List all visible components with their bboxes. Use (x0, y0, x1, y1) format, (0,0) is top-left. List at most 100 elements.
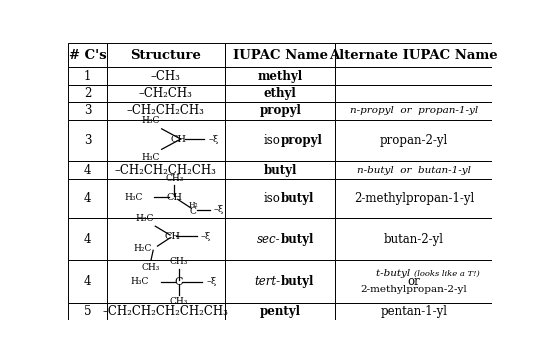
Text: tert-: tert- (254, 275, 280, 288)
Bar (68, 260, 107, 303)
Bar (225, 179, 335, 218)
Text: pentan-1-yl: pentan-1-yl (380, 305, 447, 318)
Text: 4: 4 (84, 163, 91, 177)
Text: H₂: H₂ (188, 201, 198, 209)
Text: butyl: butyl (280, 275, 314, 288)
Text: CH: CH (171, 135, 187, 144)
Text: H₃C: H₃C (124, 193, 143, 202)
Text: –ξ: –ξ (201, 232, 211, 241)
Text: H₂C: H₂C (133, 244, 152, 253)
Text: Structure: Structure (130, 49, 201, 62)
Bar (335, 161, 492, 179)
Text: H₃C: H₃C (142, 153, 160, 162)
Text: or: or (408, 275, 420, 288)
Text: –CH₂CH₂CH₃: –CH₂CH₂CH₃ (127, 104, 205, 117)
Text: n-propyl  or  propan-1-yl: n-propyl or propan-1-yl (350, 106, 478, 115)
Bar (107, 102, 225, 120)
Text: butan-2-yl: butan-2-yl (384, 233, 444, 246)
Bar (68, 67, 107, 85)
Text: butyl: butyl (264, 163, 297, 177)
Bar (107, 161, 225, 179)
Bar (335, 85, 492, 102)
Text: –ξ: –ξ (208, 135, 218, 144)
Bar (68, 303, 107, 320)
Bar (335, 120, 492, 161)
Text: iso: iso (264, 134, 280, 147)
Text: 1: 1 (84, 69, 91, 82)
Bar (68, 85, 107, 102)
Text: pentyl: pentyl (260, 305, 301, 318)
Bar (107, 179, 225, 218)
Text: H₃C: H₃C (142, 116, 160, 125)
Text: t-butyl: t-butyl (376, 269, 414, 278)
Bar (68, 102, 107, 120)
Text: –CH₂CH₂CH₂CH₃: –CH₂CH₂CH₂CH₃ (115, 163, 217, 177)
Bar (225, 120, 335, 161)
Bar (225, 43, 335, 67)
Bar (335, 179, 492, 218)
Text: IUPAC Name: IUPAC Name (233, 49, 328, 62)
Text: iso: iso (264, 192, 280, 205)
Text: butyl: butyl (280, 233, 314, 246)
Bar (107, 67, 225, 85)
Bar (225, 102, 335, 120)
Bar (107, 303, 225, 320)
Bar (225, 218, 335, 260)
Text: CH₃: CH₃ (142, 263, 160, 272)
Bar (335, 67, 492, 85)
Bar (335, 303, 492, 320)
Bar (68, 218, 107, 260)
Bar (225, 85, 335, 102)
Text: 3: 3 (84, 134, 91, 147)
Bar (107, 260, 225, 303)
Bar (107, 43, 225, 67)
Bar (68, 43, 107, 67)
Bar (107, 218, 225, 260)
Bar (335, 218, 492, 260)
Text: H₃C: H₃C (136, 213, 154, 222)
Text: 4: 4 (84, 192, 91, 205)
Text: 3: 3 (84, 104, 91, 117)
Text: CH₃: CH₃ (165, 174, 184, 183)
Bar (335, 43, 492, 67)
Text: –CH₃: –CH₃ (151, 69, 181, 82)
Bar (68, 179, 107, 218)
Text: propan-2-yl: propan-2-yl (380, 134, 448, 147)
Bar (335, 102, 492, 120)
Text: 2: 2 (84, 87, 91, 100)
Text: 4: 4 (84, 233, 91, 246)
Text: propyl: propyl (259, 104, 301, 117)
Text: (looks like a T!): (looks like a T!) (414, 270, 480, 278)
Text: # C's: # C's (68, 49, 106, 62)
Bar (107, 120, 225, 161)
Text: butyl: butyl (280, 192, 314, 205)
Text: Alternate IUPAC Name: Alternate IUPAC Name (329, 49, 498, 62)
Bar (68, 120, 107, 161)
Bar (335, 260, 492, 303)
Text: n-butyl  or  butan-1-yl: n-butyl or butan-1-yl (357, 166, 471, 175)
Text: 2-methylpropan-2-yl: 2-methylpropan-2-yl (360, 285, 467, 294)
Text: 5: 5 (84, 305, 91, 318)
Text: ethyl: ethyl (264, 87, 296, 100)
Bar (225, 67, 335, 85)
Bar (68, 161, 107, 179)
Text: 2-methylpropan-1-yl: 2-methylpropan-1-yl (354, 192, 474, 205)
Text: –ξ: –ξ (214, 205, 224, 214)
Text: methyl: methyl (258, 69, 303, 82)
Text: CH: CH (164, 232, 181, 241)
Text: –ξ: –ξ (206, 277, 217, 286)
Text: –CH₂CH₂CH₂CH₂CH₃: –CH₂CH₂CH₂CH₂CH₃ (103, 305, 229, 318)
Text: –CH₂CH₃: –CH₂CH₃ (139, 87, 193, 100)
Text: H₃C: H₃C (131, 277, 149, 286)
Text: CH₃: CH₃ (170, 297, 188, 306)
Bar (225, 303, 335, 320)
Text: propyl: propyl (280, 134, 322, 147)
Bar (225, 260, 335, 303)
Text: C: C (190, 207, 196, 216)
Text: CH₃: CH₃ (170, 257, 188, 266)
Text: CH: CH (166, 193, 182, 202)
Text: 4: 4 (84, 275, 91, 288)
Bar (225, 161, 335, 179)
Bar (107, 85, 225, 102)
Text: C: C (174, 276, 183, 287)
